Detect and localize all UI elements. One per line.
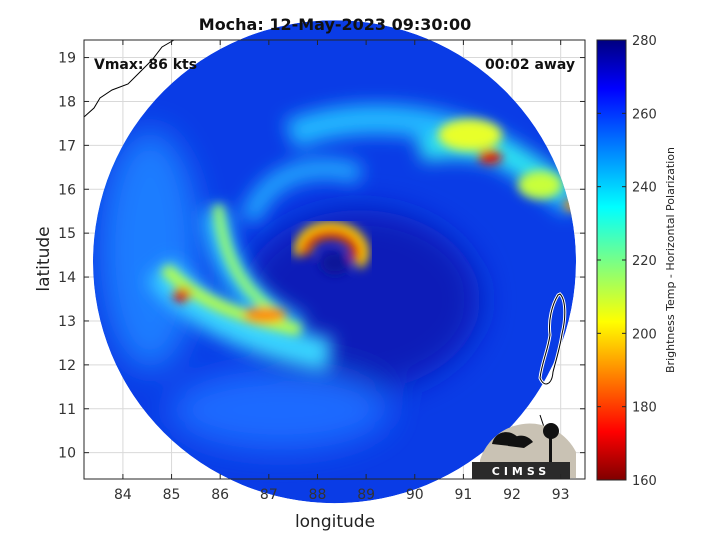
y-tick-label: 15 <box>58 226 76 242</box>
rainband-inner <box>240 158 364 224</box>
y-axis-ticks: 10 11 12 13 14 15 16 17 18 19 <box>58 51 585 462</box>
microwave-swath <box>92 20 577 504</box>
x-tick-label: 93 <box>552 487 570 503</box>
x-tick-label: 91 <box>454 487 472 503</box>
colorbar-label: Brightness Temp - Horizontal Polarizatio… <box>664 147 677 373</box>
x-tick-label: 84 <box>114 487 132 503</box>
band-yellow-west <box>213 204 283 320</box>
coastline-east-islands-outline <box>539 293 566 385</box>
x-axis-label: longitude <box>295 512 375 532</box>
outer-ring-left <box>100 130 200 370</box>
northeast-yellow-patch <box>438 119 502 151</box>
y-tick-label: 16 <box>58 182 76 198</box>
y-tick-label: 10 <box>58 446 76 462</box>
east-yellow-patch <box>518 171 562 199</box>
cimss-logo: CIMSS <box>472 423 576 479</box>
y-tick-label: 17 <box>58 138 76 154</box>
southwest-orange-cell <box>243 307 287 323</box>
eyewall-core <box>300 229 361 263</box>
rainband-southwest <box>146 259 333 372</box>
logo-tower-tank <box>543 423 559 439</box>
y-tick-label: 11 <box>58 402 76 418</box>
x-tick-label: 85 <box>163 487 181 503</box>
chart-title: Mocha: 12-May-2023 09:30:00 <box>199 15 471 34</box>
x-tick-label: 89 <box>357 487 375 503</box>
colorbar-tick-label: 160 <box>632 474 657 489</box>
logo-text: CIMSS <box>492 465 550 478</box>
x-tick-label: 87 <box>260 487 278 503</box>
x-tick-label: 92 <box>503 487 521 503</box>
y-tick-label: 18 <box>58 94 76 110</box>
colorbar-tick-label: 260 <box>632 107 657 122</box>
vmax-annotation: Vmax: 86 kts <box>94 57 197 73</box>
y-tick-label: 12 <box>58 358 76 374</box>
x-axis-ticks: 84 85 86 87 88 89 90 91 92 93 <box>114 40 570 503</box>
x-tick-label: 86 <box>211 487 229 503</box>
time-offset-annotation: 00:02 away <box>485 57 575 73</box>
west-red-cell <box>173 288 191 302</box>
y-axis-label: latitude <box>34 226 54 291</box>
coastline-northwest <box>83 39 175 118</box>
logo-banner <box>472 462 570 479</box>
axes-frame <box>83 39 586 480</box>
colorbar-tick-label: 180 <box>632 401 657 416</box>
logo-dish-right <box>508 435 533 448</box>
y-tick-label: 14 <box>58 270 76 286</box>
colorbar-ticks: 160 180 200 220 240 260 280 <box>597 34 657 489</box>
eye <box>320 251 350 275</box>
band-yellow-southwest <box>160 263 302 336</box>
colorbar-tick-label: 200 <box>632 327 657 342</box>
colorbar-tick-label: 220 <box>632 254 657 269</box>
colorbar: 160 180 200 220 240 260 280 Brightness Temp - … <box>596 34 677 489</box>
eyewall <box>293 221 370 275</box>
south-region <box>170 370 390 450</box>
y-tick-label: 13 <box>58 314 76 330</box>
colorbar-tick-label: 280 <box>632 34 657 49</box>
colorbar-tick-label: 240 <box>632 181 657 196</box>
y-tick-label: 19 <box>58 51 76 67</box>
logo-tower-leg <box>549 438 552 462</box>
x-tick-label: 90 <box>406 487 424 503</box>
northeast-red-cell <box>478 150 502 164</box>
colorbar-gradient <box>597 40 626 480</box>
x-tick-label: 88 <box>309 487 327 503</box>
